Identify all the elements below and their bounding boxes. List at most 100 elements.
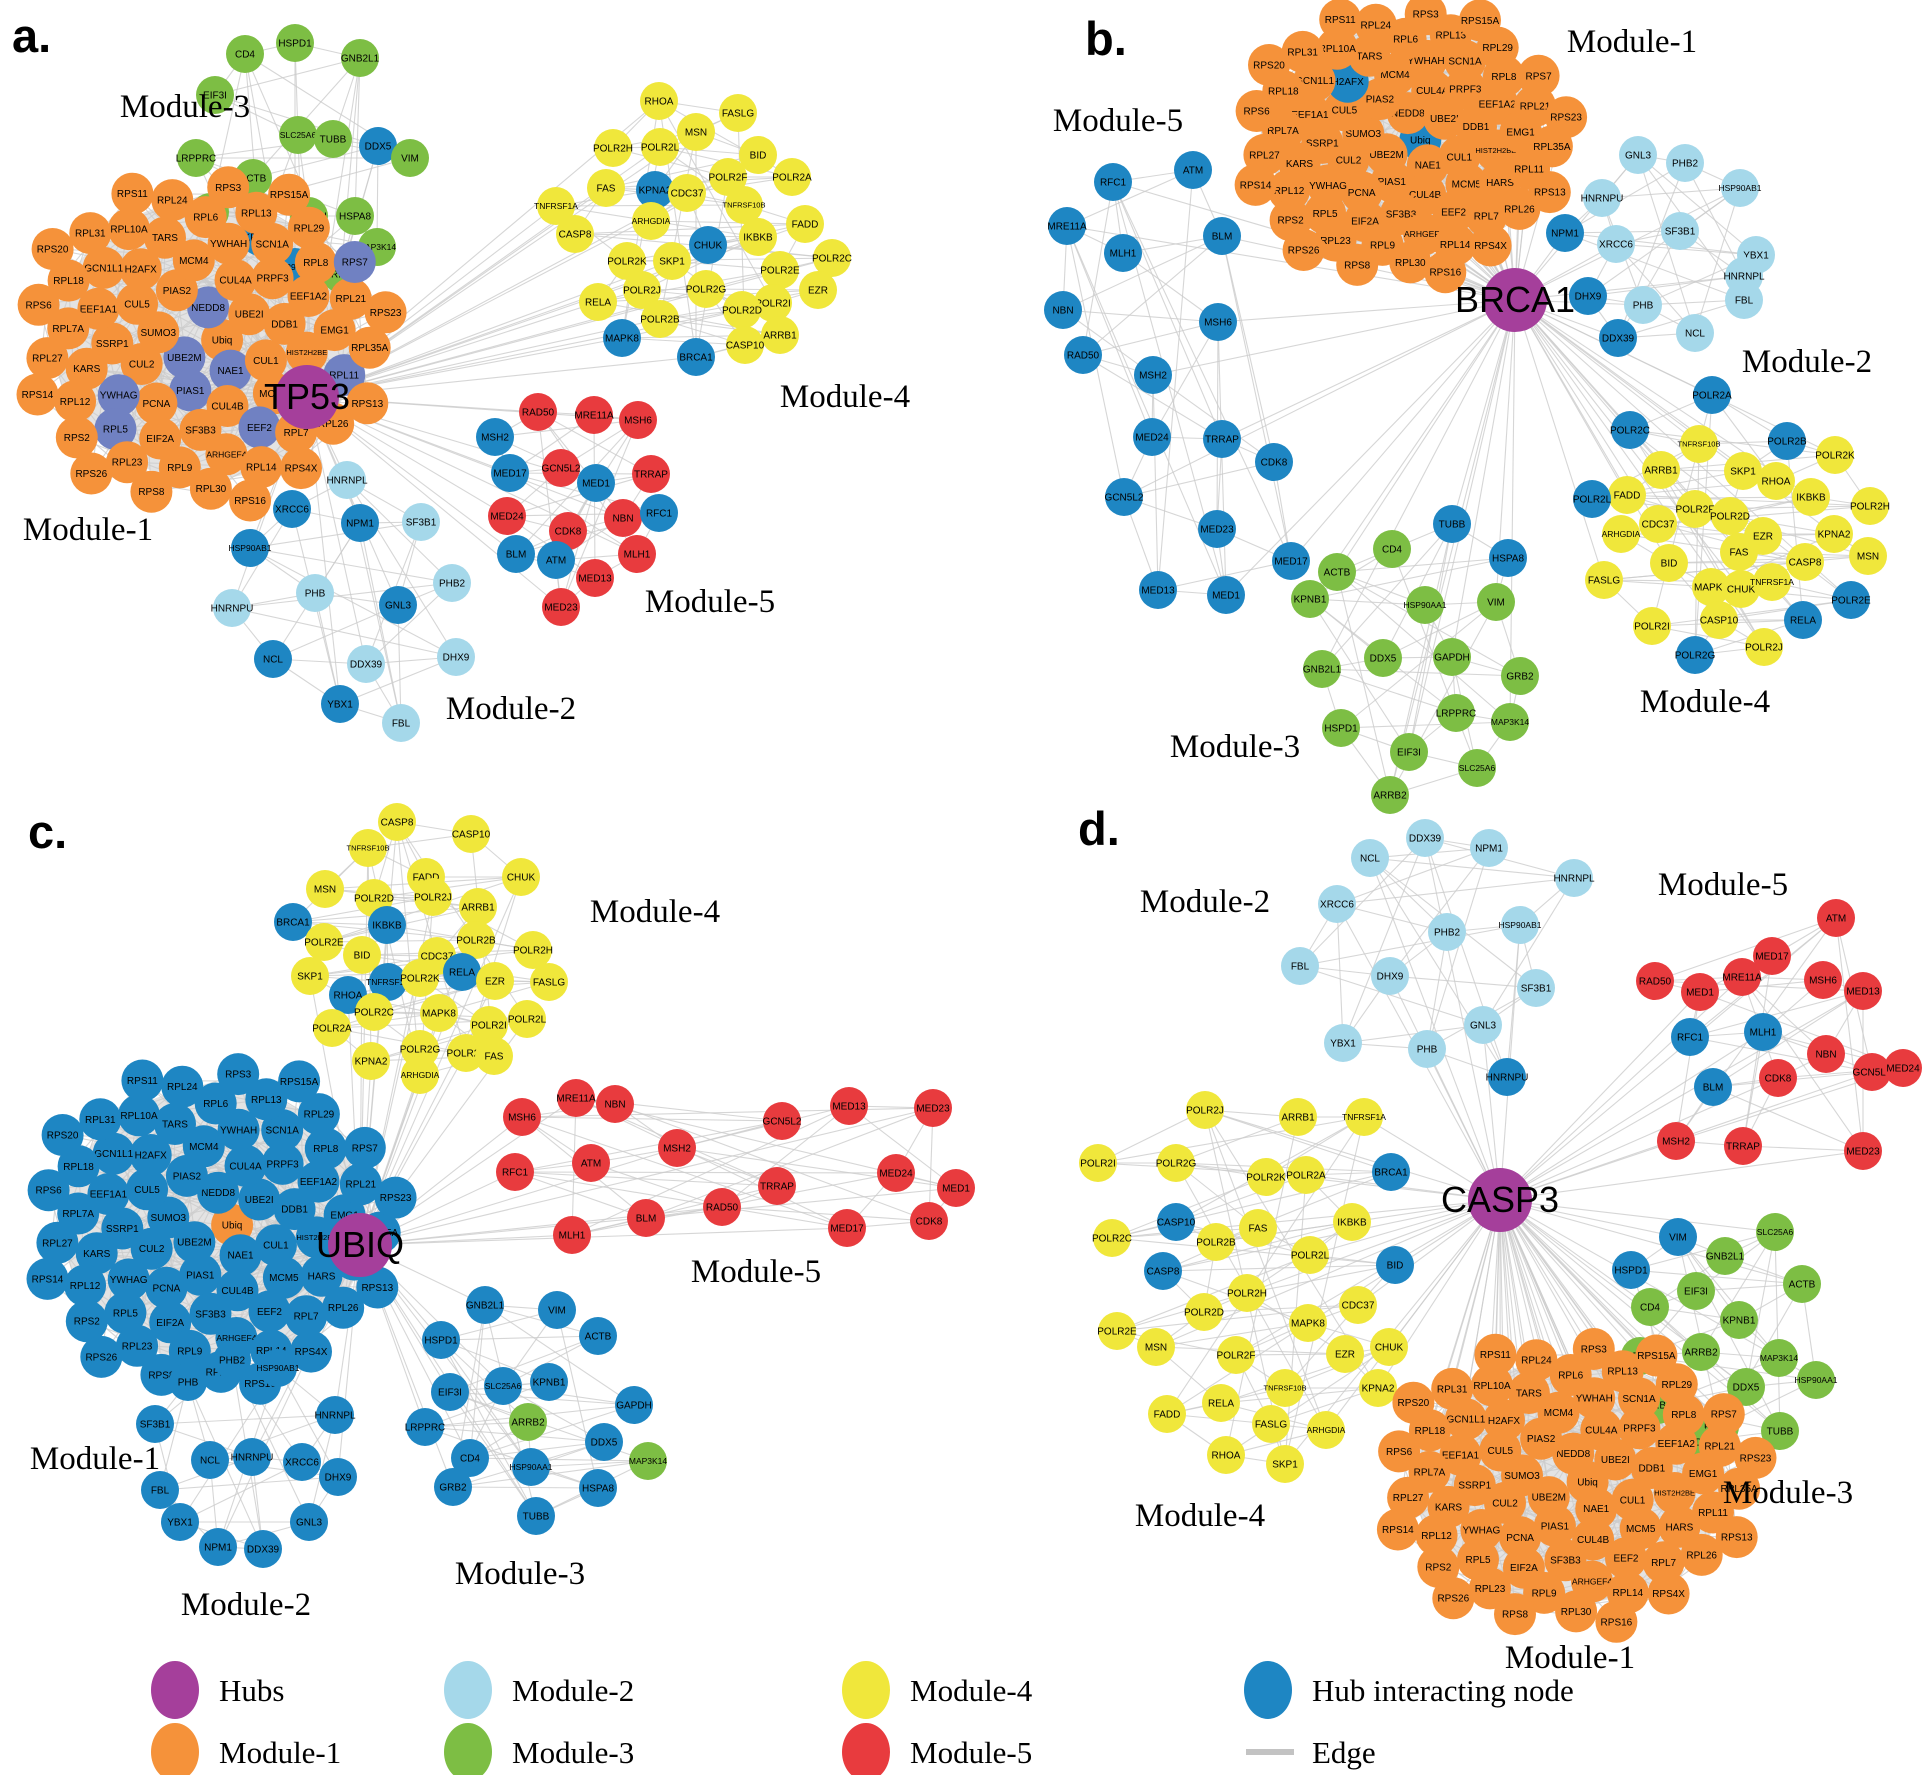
node-label: PHB — [178, 1378, 199, 1389]
node-label: CUL4A — [1416, 86, 1449, 97]
node-label: CDC37 — [671, 189, 704, 200]
node-MED24: MED24 — [1133, 418, 1171, 456]
edge — [306, 302, 774, 398]
node-circle — [329, 277, 372, 320]
module-label-module-4: Module-4 — [780, 379, 910, 415]
node-label: POLR2I — [1080, 1159, 1116, 1170]
node-RPL9: RPL9 — [158, 446, 201, 489]
node-label: HSPD1 — [278, 39, 312, 50]
node-label: TNFRSF1A — [1750, 577, 1794, 587]
node-HNRNPU: HNRNPU — [211, 589, 253, 627]
node-label: RPS11 — [117, 189, 148, 200]
node-label: HIST2H2BE — [1654, 1489, 1695, 1498]
node-RPL14: RPL14 — [240, 446, 283, 489]
edge — [1601, 187, 1741, 199]
node-MSH2: MSH2 — [476, 418, 514, 456]
node-label: RHOA — [645, 97, 674, 108]
node-label: ARHGDIA — [632, 216, 671, 226]
node-label: RPS15A — [1637, 1351, 1676, 1362]
panel-letter-b: b. — [1085, 12, 1127, 65]
node-GAPDH: GAPDH — [615, 1386, 653, 1424]
node-ARHGDIA: ARHGDIA — [1307, 1411, 1346, 1449]
node-label: ATM — [581, 1159, 601, 1170]
node-label: MED24 — [1135, 433, 1169, 444]
node-label: EEF1A1 — [1442, 1450, 1480, 1461]
node-label: PIAS1 — [1541, 1521, 1570, 1532]
node-label: RPL24 — [1521, 1356, 1552, 1367]
edge — [1637, 154, 1757, 256]
node-label: RPL12 — [70, 1281, 101, 1292]
node-circle — [206, 385, 249, 427]
node-label: UBE2I — [245, 1195, 274, 1206]
legend-label: Module-4 — [910, 1673, 1033, 1708]
node-CASP8: CASP8 — [556, 215, 594, 253]
node-POLR2K: POLR2K — [1815, 436, 1855, 474]
node-label: HSPD1 — [424, 1336, 458, 1347]
node-BID: BID — [739, 136, 777, 174]
node-RPL27: RPL27 — [36, 1221, 79, 1264]
node-ARRB1: ARRB1 — [459, 888, 497, 926]
node-RPS23: RPS23 — [364, 291, 407, 334]
node-label: PRPF3 — [1623, 1424, 1656, 1435]
node-label: YWHAH — [1576, 1394, 1613, 1405]
edge — [1564, 232, 1757, 256]
node-RFC1: RFC1 — [1671, 1018, 1709, 1056]
node-POLR2A: POLR2A — [772, 158, 812, 196]
edge — [1299, 924, 1521, 967]
node-circle — [228, 293, 271, 336]
node-FAS: FAS — [1720, 533, 1758, 571]
module-label-module-3: Module-3 — [455, 1556, 585, 1592]
edge — [306, 396, 341, 705]
node-label: CASP10 — [452, 830, 491, 841]
legend-item-module-2: Module-2 — [444, 1661, 634, 1719]
node-MSN: MSN — [677, 113, 715, 151]
node-RPS8: RPS8 — [1336, 243, 1379, 286]
node-label: POLR2H — [1850, 502, 1890, 513]
node-MAP3K14: MAP3K14 — [1760, 1339, 1798, 1377]
edge — [1389, 975, 1537, 989]
node-label: RPS3 — [215, 183, 242, 194]
node-label: TNFRSF10B — [1264, 1384, 1307, 1393]
node-RFC1: RFC1 — [496, 1153, 534, 1191]
node-label: RPL30 — [1395, 258, 1426, 269]
node-RPS26: RPS26 — [1282, 229, 1325, 271]
node-HSP90AA1: HSP90AA1 — [510, 1448, 553, 1486]
node-label: RPL7A — [52, 324, 84, 335]
node-GCN5L2: GCN5L2 — [542, 449, 581, 487]
edge — [1097, 1116, 1365, 1164]
node-label: RPL18 — [1268, 87, 1299, 98]
node-RPL23: RPL23 — [106, 441, 149, 484]
node-label: RPL13 — [1607, 1367, 1638, 1378]
legend-label: Module-5 — [910, 1735, 1032, 1770]
node-label: ACTB — [240, 174, 267, 185]
node-H2AFX: H2AFX — [119, 248, 162, 291]
node-POLR2D: POLR2D — [722, 291, 762, 329]
node-label: MED23 — [1846, 1147, 1880, 1158]
node-label: YWHAG — [100, 391, 138, 402]
node-EEF2: EEF2 — [248, 1290, 291, 1333]
hub-casp3: CASP3 — [1441, 1168, 1559, 1232]
node-label: RPS13 — [351, 399, 383, 410]
node-circle — [251, 222, 294, 265]
node-label: MSN — [685, 128, 707, 139]
node-label: RPS26 — [85, 1352, 117, 1363]
node-label: RPL12 — [60, 397, 91, 408]
node-label: BLM — [636, 1214, 657, 1225]
node-FASLG: FASLG — [1252, 1405, 1290, 1443]
node-BID: BID — [1650, 544, 1688, 582]
node-circle — [636, 171, 674, 209]
node-GNB2L1: GNB2L1 — [466, 1286, 505, 1324]
node-CUL2: CUL2 — [120, 343, 163, 385]
node-circle — [391, 139, 429, 177]
node-label: RPS8 — [138, 487, 165, 498]
edge — [440, 1335, 599, 1341]
node-circle — [177, 139, 215, 177]
node-RPS16: RPS16 — [1595, 1600, 1638, 1643]
node-label: HNRNPU — [1486, 1073, 1529, 1084]
node-ARRB2: ARRB2 — [1371, 776, 1409, 814]
node-label: BID — [354, 951, 371, 962]
node-label: GAPDH — [616, 1401, 652, 1412]
node-label: GCN5L2 — [1105, 493, 1144, 504]
node-label: RPL27 — [32, 354, 63, 365]
node-RPL7: RPL7 — [285, 1295, 328, 1338]
